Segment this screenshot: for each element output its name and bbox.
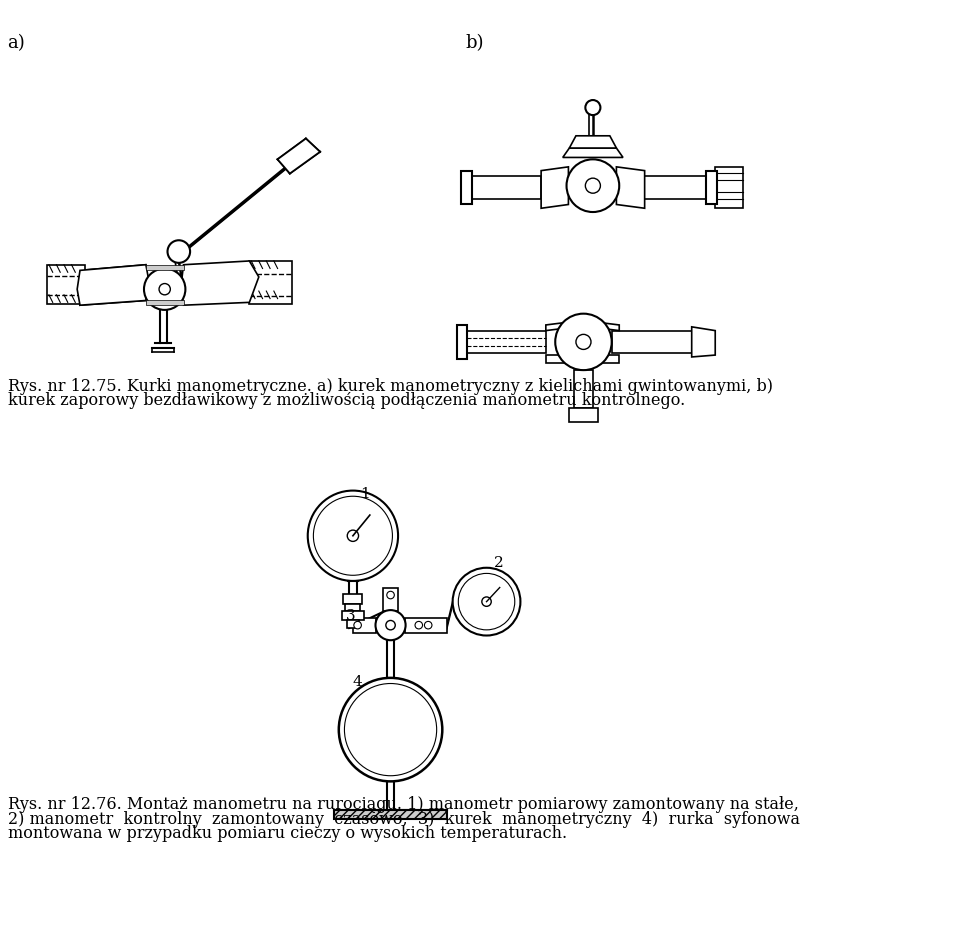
Circle shape (453, 568, 520, 636)
Bar (346, 604, 360, 611)
Circle shape (458, 574, 515, 630)
Circle shape (586, 178, 600, 193)
Circle shape (144, 269, 185, 310)
Polygon shape (77, 265, 149, 305)
Bar (334, 810, 447, 819)
Circle shape (386, 621, 396, 630)
Polygon shape (546, 355, 576, 362)
Polygon shape (180, 261, 259, 305)
Bar (457, 325, 467, 358)
Bar (461, 330, 546, 353)
Circle shape (167, 241, 190, 263)
Circle shape (576, 334, 591, 349)
Bar (405, 618, 447, 633)
Polygon shape (692, 327, 715, 357)
Circle shape (424, 622, 432, 629)
Bar (715, 167, 743, 209)
Polygon shape (589, 321, 619, 330)
Text: a): a) (8, 35, 25, 52)
Bar (612, 330, 692, 353)
Circle shape (586, 100, 600, 115)
Circle shape (375, 610, 406, 640)
Text: 1: 1 (360, 487, 371, 501)
Circle shape (415, 622, 422, 629)
Circle shape (387, 592, 395, 599)
Text: Rys. nr 12.76. Montaż manometru na rurociągu. 1) manometr pomiarowy zamontowany : Rys. nr 12.76. Montaż manometru na ruroc… (8, 797, 799, 813)
Bar (353, 618, 376, 633)
Bar (250, 261, 292, 304)
Polygon shape (541, 167, 568, 209)
Circle shape (159, 284, 170, 295)
Text: 2: 2 (494, 556, 504, 570)
Text: montowana w przypadku pomiaru cieczy o wysokich temperaturach.: montowana w przypadku pomiaru cieczy o w… (8, 825, 566, 841)
Text: 2) manometr  kontrolny  zamontowany  czasowo,  3)  kurek  manometryczny  4)  rur: 2) manometr kontrolny zamontowany czasow… (8, 812, 800, 828)
Bar (706, 170, 717, 204)
Polygon shape (589, 355, 619, 362)
Bar (383, 588, 398, 611)
Text: kurek zaporowy bezdławikowy z możliwością podłączenia manometru kontrolnego.: kurek zaporowy bezdławikowy z możliwości… (8, 391, 684, 409)
Polygon shape (569, 136, 616, 148)
Bar (342, 611, 364, 621)
Text: b): b) (466, 35, 485, 52)
Polygon shape (146, 300, 183, 305)
Text: 4: 4 (353, 676, 363, 689)
Polygon shape (616, 167, 645, 209)
Circle shape (339, 678, 443, 782)
Circle shape (345, 683, 437, 776)
Circle shape (482, 597, 492, 607)
Bar (621, 176, 706, 198)
Polygon shape (146, 265, 183, 271)
Polygon shape (546, 321, 576, 330)
Bar (569, 408, 597, 422)
Circle shape (555, 314, 612, 370)
Bar (47, 265, 84, 304)
Bar (574, 370, 593, 408)
Circle shape (566, 159, 619, 212)
Text: Rys. nr 12.75. Kurki manometryczne. a) kurek manometryczny z kielichami gwintowa: Rys. nr 12.75. Kurki manometryczne. a) k… (8, 377, 773, 395)
Bar (344, 594, 362, 604)
Circle shape (308, 490, 398, 581)
Circle shape (348, 530, 358, 541)
Circle shape (354, 622, 361, 629)
Bar (348, 621, 358, 628)
Bar (466, 176, 541, 198)
Polygon shape (277, 139, 320, 173)
Polygon shape (563, 148, 623, 157)
Bar (461, 170, 472, 204)
Circle shape (313, 496, 393, 576)
Text: 3: 3 (347, 609, 356, 623)
